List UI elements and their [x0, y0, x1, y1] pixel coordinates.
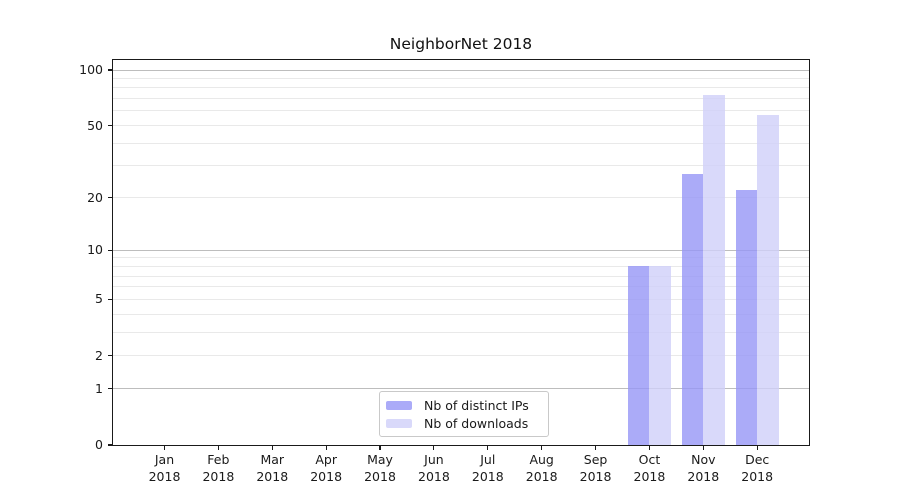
y-tick-label: 10 — [87, 242, 103, 258]
x-tick-mark — [541, 446, 543, 450]
x-tick-label: May 2018 — [350, 452, 410, 485]
y-tick-mark — [108, 388, 113, 390]
x-tick-label-month: May — [367, 452, 393, 467]
minor-gridline — [113, 87, 809, 89]
x-tick-label-month: Oct — [638, 452, 661, 467]
y-tick-mark — [108, 444, 113, 446]
minor-gridline — [113, 197, 809, 199]
y-tick-label: 2 — [95, 347, 103, 363]
x-tick-label-year: 2018 — [687, 468, 720, 484]
bar-dec-ips — [735, 190, 758, 445]
x-tick-mark — [702, 446, 704, 450]
x-tick-mark — [433, 446, 435, 450]
minor-gridline — [113, 313, 809, 315]
minor-gridline — [113, 331, 809, 333]
minor-gridline — [113, 265, 809, 267]
x-tick-mark — [217, 446, 219, 450]
minor-gridline — [113, 257, 809, 259]
y-tick-label: 1 — [95, 380, 103, 396]
legend-label: Nb of downloads — [424, 416, 529, 431]
minor-gridline — [113, 298, 809, 300]
x-tick-label-year: 2018 — [579, 468, 612, 484]
x-tick-label: Jul 2018 — [458, 452, 518, 485]
x-tick-label-month: Sep — [583, 452, 608, 467]
minor-gridline — [113, 77, 809, 79]
y-tick-mark — [108, 197, 113, 199]
x-tick-label: Oct 2018 — [619, 452, 679, 485]
minor-gridline — [113, 165, 809, 167]
x-tick-mark — [756, 446, 758, 450]
x-tick-label: Mar 2018 — [242, 452, 302, 485]
y-tick-mark — [108, 69, 113, 71]
x-tick-label: Sep 2018 — [566, 452, 626, 485]
x-tick-label-month: Mar — [260, 452, 285, 467]
minor-gridline — [113, 110, 809, 112]
x-tick-mark — [325, 446, 327, 450]
x-tick-label: Nov 2018 — [673, 452, 733, 485]
bar-nov-downloads — [703, 95, 725, 445]
x-tick-mark — [594, 446, 597, 450]
y-tick-label: 0 — [95, 437, 103, 452]
bar-oct-downloads — [649, 266, 671, 445]
y-tick-label: 20 — [87, 189, 103, 205]
y-tick-mark — [108, 355, 113, 357]
x-tick-mark — [163, 446, 166, 450]
legend-swatch — [386, 401, 412, 410]
minor-gridline — [113, 286, 809, 288]
x-tick-label-year: 2018 — [525, 468, 558, 484]
x-tick-mark — [487, 446, 489, 450]
legend-row: Nb of distinct IPs — [386, 397, 542, 415]
minor-gridline — [113, 275, 809, 277]
x-tick-label-month: Dec — [745, 452, 770, 467]
x-tick-label-year: 2018 — [471, 468, 504, 484]
x-tick-label-year: 2018 — [364, 468, 396, 484]
y-tick-mark — [108, 249, 113, 251]
legend-swatch — [386, 419, 412, 428]
bar-oct-ips — [627, 266, 650, 445]
bar-nov-ips — [681, 174, 704, 445]
y-tick-label: 50 — [87, 117, 103, 133]
plot-area — [112, 59, 810, 446]
legend: Nb of distinct IPs Nb of downloads — [379, 391, 549, 437]
x-tick-label-year: 2018 — [418, 468, 450, 484]
x-tick-label-year: 2018 — [148, 468, 181, 484]
major-gridline — [113, 388, 809, 390]
x-tick-mark — [648, 446, 651, 450]
x-tick-label-month: Jul — [480, 452, 496, 467]
legend-row: Nb of downloads — [386, 415, 542, 433]
minor-gridline — [113, 355, 809, 357]
x-tick-label-month: Aug — [529, 452, 554, 467]
x-tick-label: Dec 2018 — [727, 452, 787, 485]
x-tick-label-month: Nov — [691, 452, 716, 467]
x-tick-label-year: 2018 — [202, 468, 235, 484]
bar-dec-downloads — [757, 115, 779, 445]
x-tick-mark — [271, 446, 273, 450]
x-tick-label-month: Jan — [154, 452, 175, 467]
y-tick-mark — [108, 124, 113, 127]
x-tick-label-year: 2018 — [741, 468, 774, 484]
x-tick-label: Feb 2018 — [188, 452, 248, 485]
major-gridline — [113, 249, 809, 251]
y-tick-label: 100 — [79, 62, 103, 77]
x-tick-label: Aug 2018 — [512, 452, 572, 485]
x-tick-label: Apr 2018 — [296, 452, 356, 485]
minor-gridline — [113, 98, 809, 100]
x-tick-label-year: 2018 — [633, 468, 666, 484]
chart-title: NeighborNet 2018 — [389, 35, 533, 53]
major-gridline — [113, 69, 809, 71]
x-tick-label-month: Apr — [315, 452, 337, 467]
x-tick-label-month: Feb — [207, 452, 230, 467]
x-tick-mark — [379, 446, 381, 450]
y-tick-mark — [108, 298, 113, 300]
y-tick-label: 5 — [95, 291, 103, 307]
legend-label: Nb of distinct IPs — [424, 398, 529, 413]
x-tick-label: Jan 2018 — [135, 452, 195, 485]
x-tick-label-year: 2018 — [310, 468, 343, 484]
minor-gridline — [113, 142, 809, 144]
minor-gridline — [113, 125, 809, 127]
x-tick-label-month: Jun — [424, 452, 444, 467]
x-tick-label-year: 2018 — [256, 468, 289, 484]
x-tick-label: Jun 2018 — [404, 452, 464, 485]
